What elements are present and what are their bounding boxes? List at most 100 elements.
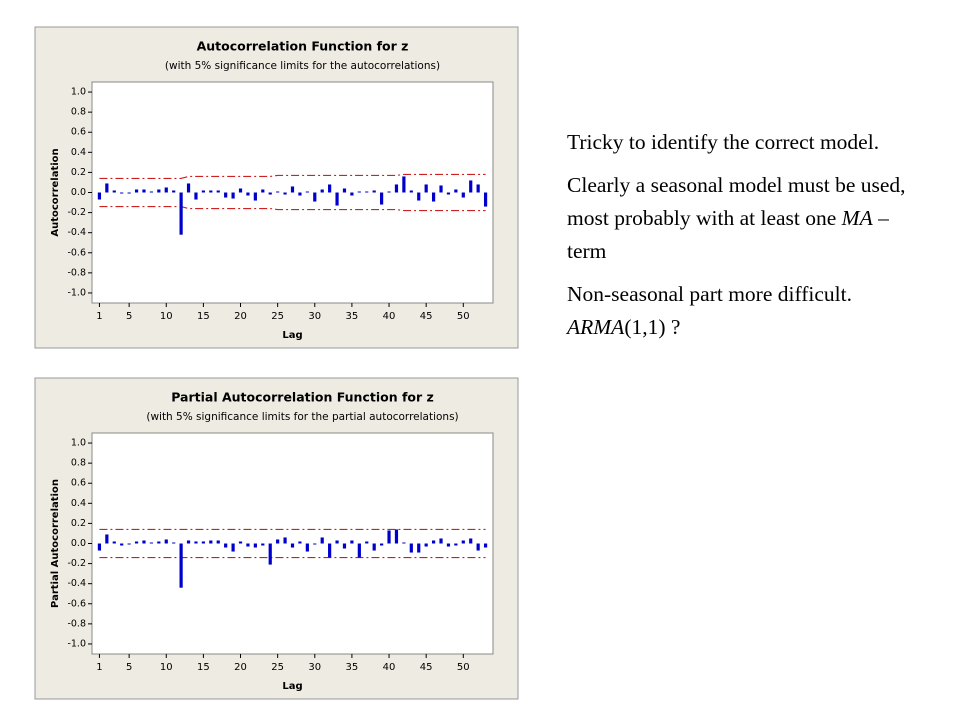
text-run: Clearly a seasonal model must be used, m… <box>567 173 906 230</box>
bar <box>469 180 473 193</box>
y-tick-label: 1.0 <box>71 438 86 449</box>
chart-title: Partial Autocorrelation Function for z <box>171 390 434 405</box>
text-run: (1,1) ? <box>624 315 681 339</box>
bar <box>320 537 324 544</box>
bar <box>224 192 228 198</box>
bar <box>209 190 213 193</box>
bar <box>387 530 391 544</box>
bar <box>350 540 354 544</box>
bar <box>216 540 220 544</box>
x-tick-label: 25 <box>271 662 284 673</box>
x-tick-label: 40 <box>383 662 396 673</box>
bar <box>127 192 131 194</box>
bar <box>164 539 168 544</box>
bar <box>120 192 124 194</box>
bar <box>276 539 280 544</box>
bar <box>157 189 161 193</box>
x-tick-label: 45 <box>420 311 433 322</box>
bar <box>424 184 428 193</box>
y-axis-label: Partial Autocorrelation <box>50 479 61 608</box>
bar <box>342 188 347 193</box>
bar <box>454 189 458 193</box>
bar <box>246 192 250 196</box>
bar <box>231 192 235 199</box>
bar <box>483 543 488 548</box>
bar <box>186 183 191 193</box>
x-tick-label: 5 <box>126 311 132 322</box>
x-tick-label: 10 <box>160 311 173 322</box>
bar <box>290 186 295 193</box>
x-tick-label: 25 <box>271 311 284 322</box>
bar <box>209 540 213 544</box>
bar <box>97 192 102 200</box>
bar <box>365 541 369 544</box>
bar <box>446 192 451 195</box>
bar <box>313 192 317 202</box>
bar <box>454 543 458 546</box>
bar <box>328 543 332 558</box>
x-tick-label: 50 <box>457 311 470 322</box>
bar <box>172 542 176 544</box>
y-tick-label: 0.2 <box>71 167 86 178</box>
bar <box>142 540 146 544</box>
y-tick-label: -1.0 <box>67 638 86 649</box>
bar <box>320 189 324 193</box>
bar <box>483 192 488 207</box>
y-tick-label: 0.2 <box>71 518 86 529</box>
bar <box>238 188 243 193</box>
text-run: –term <box>567 206 889 263</box>
bar <box>335 192 339 206</box>
bar <box>380 192 384 205</box>
bar <box>164 187 168 193</box>
bar <box>112 190 116 193</box>
chart-subtitle: (with 5% significance limits for the par… <box>146 411 458 423</box>
bar <box>476 543 480 551</box>
x-tick-label: 20 <box>234 662 247 673</box>
bar <box>387 191 391 193</box>
bar <box>298 192 302 196</box>
bar <box>342 543 347 549</box>
bar <box>357 191 361 193</box>
bar <box>246 543 250 547</box>
y-tick-label: -0.2 <box>67 558 86 569</box>
bar <box>276 191 280 193</box>
bar <box>172 190 176 193</box>
y-tick-label: 0.8 <box>71 107 86 118</box>
bar <box>469 538 473 544</box>
x-tick-label: 15 <box>197 311 210 322</box>
y-tick-label: -0.2 <box>67 207 86 218</box>
bar <box>216 190 220 193</box>
y-tick-label: -1.0 <box>67 287 86 298</box>
bar <box>105 534 109 544</box>
bar <box>446 543 451 547</box>
y-tick-label: 0.4 <box>71 147 86 158</box>
bar <box>305 543 309 552</box>
x-tick-label: 30 <box>308 662 321 673</box>
y-tick-label: -0.8 <box>67 618 86 629</box>
bar <box>476 184 480 193</box>
bar <box>439 538 443 544</box>
text-run: ARMA <box>567 315 625 339</box>
bar <box>201 541 205 544</box>
bar <box>283 192 287 195</box>
bar <box>461 192 465 198</box>
bar <box>335 540 339 544</box>
bar <box>105 183 109 193</box>
x-tick-label: 10 <box>160 662 173 673</box>
bar <box>120 543 124 546</box>
notes: Tricky to identify the correct model. Cle… <box>567 126 912 354</box>
bar <box>380 543 384 546</box>
y-tick-label: 0.4 <box>71 498 86 509</box>
bar <box>134 189 139 193</box>
bar <box>328 184 332 193</box>
bar <box>290 543 295 548</box>
bar <box>372 543 376 551</box>
y-tick-label: -0.6 <box>67 247 86 258</box>
y-tick-label: -0.4 <box>67 227 86 238</box>
x-axis-label: Lag <box>282 330 302 341</box>
bar <box>179 192 183 235</box>
chart-title: Autocorrelation Function for z <box>197 39 409 54</box>
bar <box>231 543 235 552</box>
bar <box>431 192 436 202</box>
